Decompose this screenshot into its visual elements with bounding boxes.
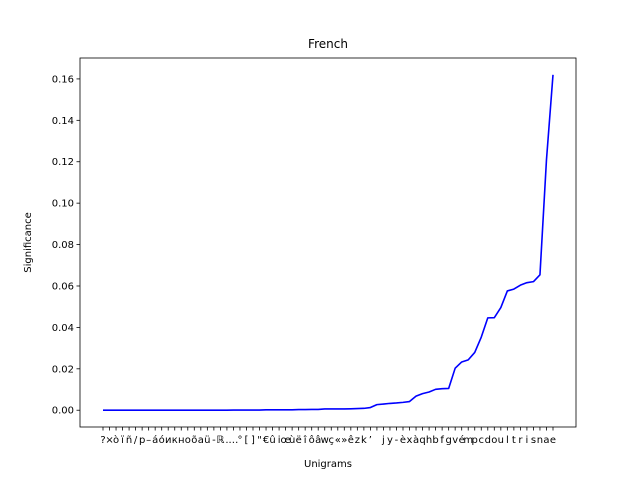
chart-title: French <box>308 37 348 51</box>
x-tick-label: ? <box>100 435 105 446</box>
x-tick-label: н <box>178 435 185 446</box>
x-tick-label: ù <box>289 434 295 446</box>
x-tick-label: x <box>407 435 413 446</box>
x-tick-label: h <box>426 435 432 446</box>
x-tick-label: [ <box>245 435 249 446</box>
x-tick-label: f <box>440 435 444 446</box>
x-tick-label: i <box>526 435 529 446</box>
x-tick-label: b <box>432 435 438 446</box>
x-tick-label: × <box>105 435 113 446</box>
x-tick-label: y <box>387 435 393 446</box>
x-tick-label: ’ <box>369 435 372 446</box>
x-tick-label: l <box>506 435 509 446</box>
x-tick-label: о <box>185 435 191 446</box>
x-tick-label: / <box>134 435 138 446</box>
x-tick-label: g <box>445 435 451 446</box>
x-tick-label: и <box>165 435 172 446</box>
x-tick-label: ñ <box>126 435 132 446</box>
x-tick-label: é <box>459 434 465 446</box>
x-tick-label: d <box>485 435 491 446</box>
x-tick-label: m <box>463 435 473 446</box>
y-tick-label: 0.14 <box>52 116 74 127</box>
x-tick-label: r <box>518 435 523 446</box>
x-tick-label: p <box>472 435 478 446</box>
x-tick-label: k <box>361 435 367 446</box>
x-tick-label: ê <box>348 434 354 446</box>
x-tick-label: p <box>139 435 145 446</box>
x-tick-label: á <box>152 434 158 446</box>
x-tick-label: c <box>479 435 485 446</box>
x-tick-label: « <box>335 435 341 446</box>
y-tick-label: 0.04 <box>52 323 74 334</box>
x-tick-label: ° <box>237 435 242 446</box>
x-tick-label: – <box>146 435 151 446</box>
x-tick-label: e <box>550 435 556 446</box>
x-tick-label: a <box>543 435 549 446</box>
x-tick-label: î <box>303 434 307 446</box>
x-tick-label: i <box>278 435 281 446</box>
x-tick-label: n <box>537 435 543 446</box>
y-axis-label: Significance <box>23 212 34 273</box>
x-tick-label: ç <box>329 435 335 446</box>
x-tick-label: j <box>381 435 385 446</box>
x-tick-label: à <box>413 434 419 446</box>
x-tick-label: - <box>395 435 399 446</box>
y-tick-label: 0.10 <box>52 199 74 210</box>
y-tick-label: 0.02 <box>52 364 74 375</box>
x-tick-label: q <box>419 435 425 446</box>
x-tick-label: o <box>491 435 497 446</box>
x-tick-label: - <box>212 435 216 446</box>
x-tick-label: w <box>321 435 329 446</box>
x-tick-label: v <box>452 435 458 446</box>
x-tick-label: u <box>498 435 504 446</box>
x-tick-label: ò <box>113 434 119 446</box>
x-tick-label: . <box>225 435 228 446</box>
y-tick-label: 0.08 <box>52 240 74 251</box>
x-axis-ticks: ? × ò ï ñ / p – á ó и к н о õ a ü - ℝ.… °[] " € û i œù ë î ô â w ç «» ê z… <box>100 427 556 446</box>
x-tick-label: ℝ <box>216 435 224 446</box>
x-tick-label: œ <box>280 435 290 446</box>
plot-area-frame <box>79 57 577 428</box>
x-tick-label: è <box>400 434 406 446</box>
x-tick-label: s <box>531 435 536 446</box>
x-tick-label: õ <box>191 435 197 446</box>
plot-series <box>103 74 554 412</box>
y-axis-ticks: 0.00 0.02 0.04 0.06 0.08 0.10 0.12 0.14 0.16 <box>52 74 80 417</box>
x-tick-label: a <box>198 435 204 446</box>
x-tick-label: ü <box>204 435 210 446</box>
x-tick-label: ë <box>296 435 302 446</box>
series-line <box>103 74 554 412</box>
x-tick-label: € <box>263 435 269 446</box>
x-tick-label: … <box>228 435 238 446</box>
x-axis-label: Unigrams <box>304 459 352 470</box>
x-tick-label: ] <box>251 435 255 446</box>
x-tick-label: â <box>315 434 321 446</box>
y-tick-label: 0.06 <box>52 281 74 292</box>
x-tick-label: ô <box>309 434 315 446</box>
x-tick-label: z <box>355 435 360 446</box>
x-tick-label: ó <box>159 434 165 446</box>
y-tick-label: 0.16 <box>52 74 74 85</box>
x-tick-label: t <box>512 435 516 446</box>
x-tick-label: » <box>341 435 347 446</box>
x-tick-label: " <box>257 435 262 446</box>
x-tick-label: ï <box>120 435 124 446</box>
x-tick-label: û <box>269 434 275 446</box>
y-tick-label: 0.00 <box>52 406 74 417</box>
x-tick-label: к <box>172 435 178 446</box>
y-tick-label: 0.12 <box>52 157 74 168</box>
